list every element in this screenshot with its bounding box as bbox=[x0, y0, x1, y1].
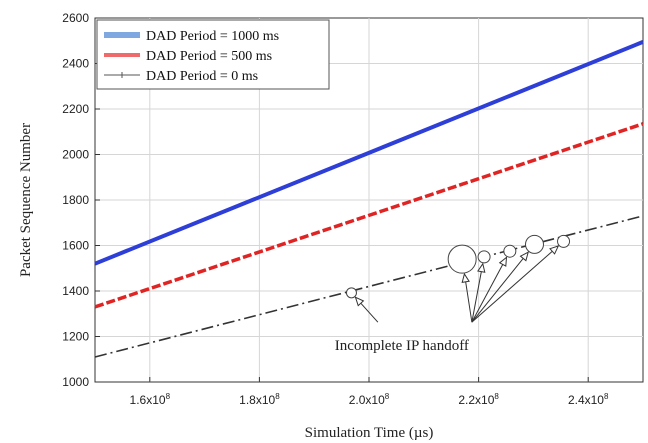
x-tick-label-1: 1.8x108 bbox=[239, 392, 280, 407]
annotation-text: Incomplete IP handoff bbox=[335, 338, 469, 354]
x-tick-label-0: 1.6x108 bbox=[130, 392, 171, 407]
legend-label-2: DAD Period = 0 ms bbox=[146, 69, 258, 84]
x-tick-label-4: 2.4x108 bbox=[568, 392, 609, 407]
y-tick-label-2: 1400 bbox=[62, 284, 89, 298]
y-tick-label-1: 1200 bbox=[62, 330, 89, 344]
annotation-arrowhead-3 bbox=[498, 256, 508, 267]
series-line-0 bbox=[94, 40, 644, 266]
y-tick-label-0: 1000 bbox=[62, 375, 89, 389]
handoff-marker-2 bbox=[477, 250, 491, 264]
x-axis-title: Simulation Time (µs) bbox=[305, 425, 434, 441]
y-tick-label-6: 2200 bbox=[62, 102, 89, 116]
annotation-arrowhead-5 bbox=[549, 245, 560, 255]
annotation-arrow-2 bbox=[471, 263, 484, 323]
handoff-marker-4 bbox=[524, 234, 544, 254]
series-line-2 bbox=[94, 215, 644, 358]
annotation-arrowhead-1 bbox=[461, 272, 470, 284]
x-tick-label-2: 2.0x108 bbox=[349, 392, 390, 407]
annotation-arrowhead-0 bbox=[354, 296, 365, 307]
y-tick-label-7: 2400 bbox=[62, 57, 89, 71]
x-axis-ticks: 1.6x108 1.8x108 2.0x108 2.2x108 2.4x108 bbox=[130, 377, 609, 407]
annotation-arrow-4 bbox=[471, 251, 529, 323]
annotation-arrowhead-4 bbox=[519, 251, 529, 262]
y-axis-title: Packet Sequence Number bbox=[18, 123, 34, 277]
handoff-marker-3 bbox=[503, 244, 517, 258]
legend-label-0: DAD Period = 1000 ms bbox=[146, 29, 279, 44]
annotation-arrow-3 bbox=[471, 257, 507, 323]
series-layer bbox=[94, 40, 644, 358]
annotation-layer: Incomplete IP handoff bbox=[335, 234, 571, 354]
y-axis-ticks: 1000 1200 1400 1600 1800 2000 2200 2400 2600 bbox=[62, 11, 100, 389]
x-tick-label-3: 2.2x108 bbox=[458, 392, 499, 407]
y-tick-label-4: 1800 bbox=[62, 193, 89, 207]
legend-label-1: DAD Period = 500 ms bbox=[146, 49, 272, 64]
annotation-arrow-5 bbox=[471, 245, 559, 323]
series-line-1 bbox=[94, 122, 644, 309]
handoff-marker-5 bbox=[557, 234, 571, 248]
handoff-marker-0 bbox=[345, 287, 357, 299]
legend: DAD Period = 1000 ms DAD Period = 500 ms D… bbox=[96, 19, 330, 90]
y-tick-label-5: 2000 bbox=[62, 148, 89, 162]
handoff-marker-1 bbox=[447, 244, 477, 274]
y-tick-label-3: 1600 bbox=[62, 239, 89, 253]
y-tick-label-8: 2600 bbox=[62, 11, 89, 25]
annotation-arrowhead-2 bbox=[477, 262, 486, 273]
